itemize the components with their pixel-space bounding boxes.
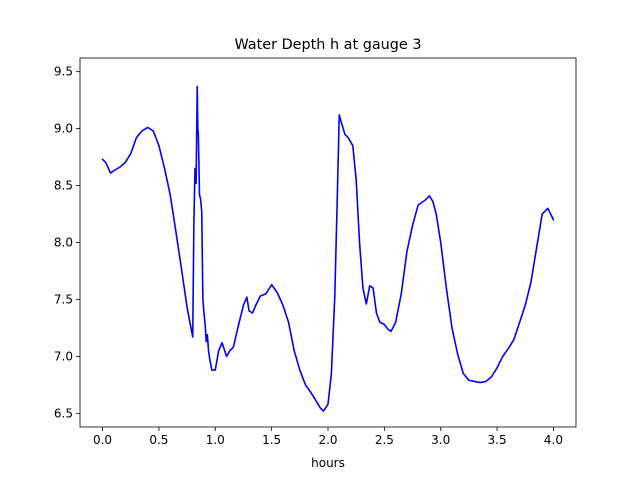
x-axis-label: hours bbox=[311, 456, 345, 470]
y-tick-label: 6.5 bbox=[54, 406, 73, 420]
x-tick-label: 2.0 bbox=[318, 433, 337, 447]
x-tick-label: 0.5 bbox=[149, 433, 168, 447]
y-tick-label: 9.5 bbox=[54, 65, 73, 79]
chart-title: Water Depth h at gauge 3 bbox=[234, 37, 421, 53]
y-tick-label: 8.0 bbox=[54, 236, 73, 250]
y-tick-label: 8.5 bbox=[54, 179, 73, 193]
x-tick-label: 2.5 bbox=[375, 433, 394, 447]
series-line-0 bbox=[101, 85, 555, 412]
x-tick-label: 1.0 bbox=[206, 433, 225, 447]
y-tick-label: 9.0 bbox=[54, 122, 73, 136]
x-tick-label: 3.5 bbox=[488, 433, 507, 447]
x-tick-label: 1.5 bbox=[262, 433, 281, 447]
axes: 0.0 0.5 1.0 1.5 2.0 2.5 3.0 3.5 4.0 6.5 7.0 7.5 8.0 8… bbox=[54, 57, 577, 447]
x-tick-label: 0.0 bbox=[93, 433, 112, 447]
x-tick-label: 3.0 bbox=[431, 433, 450, 447]
y-tick-label: 7.0 bbox=[54, 349, 73, 363]
y-tick-label: 7.5 bbox=[54, 292, 73, 306]
plot-area bbox=[101, 85, 555, 412]
x-tick-label: 4.0 bbox=[544, 433, 563, 447]
